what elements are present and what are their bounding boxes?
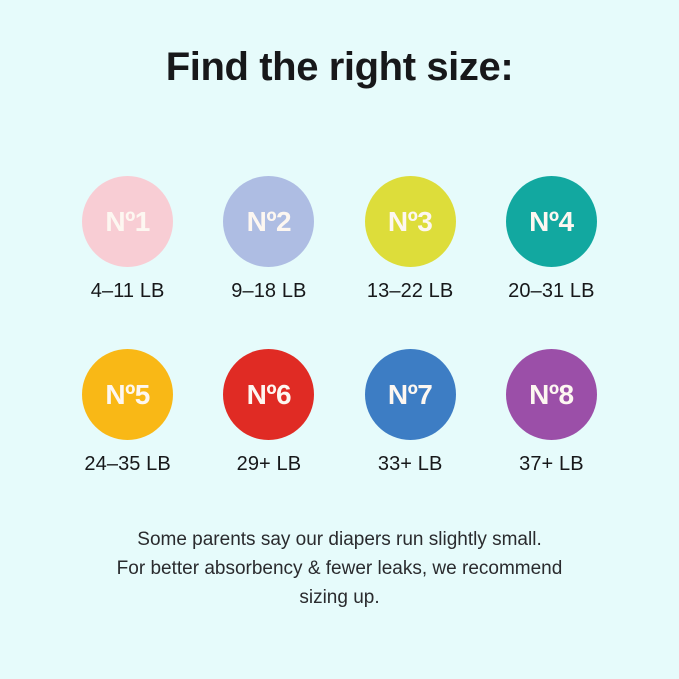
size-weight-5: 24–35 LB bbox=[84, 453, 171, 475]
size-badge-label-2: Nº2 bbox=[246, 205, 292, 237]
size-grid: Nº1 4–11 LB Nº2 9–18 LB Nº3 13–22 LB Nº4… bbox=[57, 176, 622, 476]
footnote-line-3: sizing up. bbox=[299, 587, 380, 608]
size-badge-label-6: Nº6 bbox=[246, 378, 292, 410]
size-weight-1: 4–11 LB bbox=[90, 280, 165, 302]
size-cell-4[interactable]: Nº4 20–31 LB bbox=[481, 176, 622, 303]
size-cell-5[interactable]: Nº5 24–35 LB bbox=[57, 349, 198, 476]
size-badge-circle-5[interactable]: Nº5 bbox=[82, 349, 174, 440]
size-badge-label-8: Nº8 bbox=[529, 378, 574, 410]
size-badge-label-1: Nº1 bbox=[105, 205, 150, 237]
footnote-line-1: Some parents say our diapers run slightl… bbox=[137, 529, 542, 550]
size-cell-6[interactable]: Nº6 29+ LB bbox=[198, 349, 339, 476]
size-cell-8[interactable]: Nº8 37+ LB bbox=[481, 349, 622, 476]
size-badge-label-3: Nº3 bbox=[387, 205, 433, 237]
size-badge-circle-4[interactable]: Nº4 bbox=[505, 176, 597, 267]
size-badge-circle-2[interactable]: Nº2 bbox=[223, 176, 315, 267]
size-badge-label-5: Nº5 bbox=[105, 378, 150, 410]
page-title: Find the right size: bbox=[165, 45, 514, 89]
size-badge-circle-3[interactable]: Nº3 bbox=[364, 176, 456, 267]
size-badge-circle-1[interactable]: Nº1 bbox=[82, 176, 174, 267]
size-cell-1[interactable]: Nº1 4–11 LB bbox=[57, 176, 198, 303]
size-badge-circle-6[interactable]: Nº6 bbox=[223, 349, 315, 440]
size-cell-7[interactable]: Nº7 33+ LB bbox=[340, 349, 481, 476]
size-cell-2[interactable]: Nº2 9–18 LB bbox=[198, 176, 339, 303]
size-weight-2: 9–18 LB bbox=[231, 280, 307, 302]
sizing-footnote: Some parents say our diapers run slightl… bbox=[50, 525, 629, 612]
size-weight-3: 13–22 LB bbox=[366, 280, 454, 302]
size-badge-circle-8[interactable]: Nº8 bbox=[505, 349, 597, 440]
size-weight-7: 33+ LB bbox=[377, 453, 443, 475]
size-cell-3[interactable]: Nº3 13–22 LB bbox=[340, 176, 481, 303]
size-weight-6: 29+ LB bbox=[236, 453, 302, 475]
size-weight-4: 20–31 LB bbox=[508, 280, 595, 302]
size-badge-label-7: Nº7 bbox=[387, 378, 433, 410]
footnote-line-2: For better absorbency & fewer leaks, we … bbox=[116, 558, 563, 579]
size-badge-circle-7[interactable]: Nº7 bbox=[364, 349, 456, 440]
size-weight-8: 37+ LB bbox=[519, 453, 584, 475]
size-badge-label-4: Nº4 bbox=[529, 205, 574, 237]
